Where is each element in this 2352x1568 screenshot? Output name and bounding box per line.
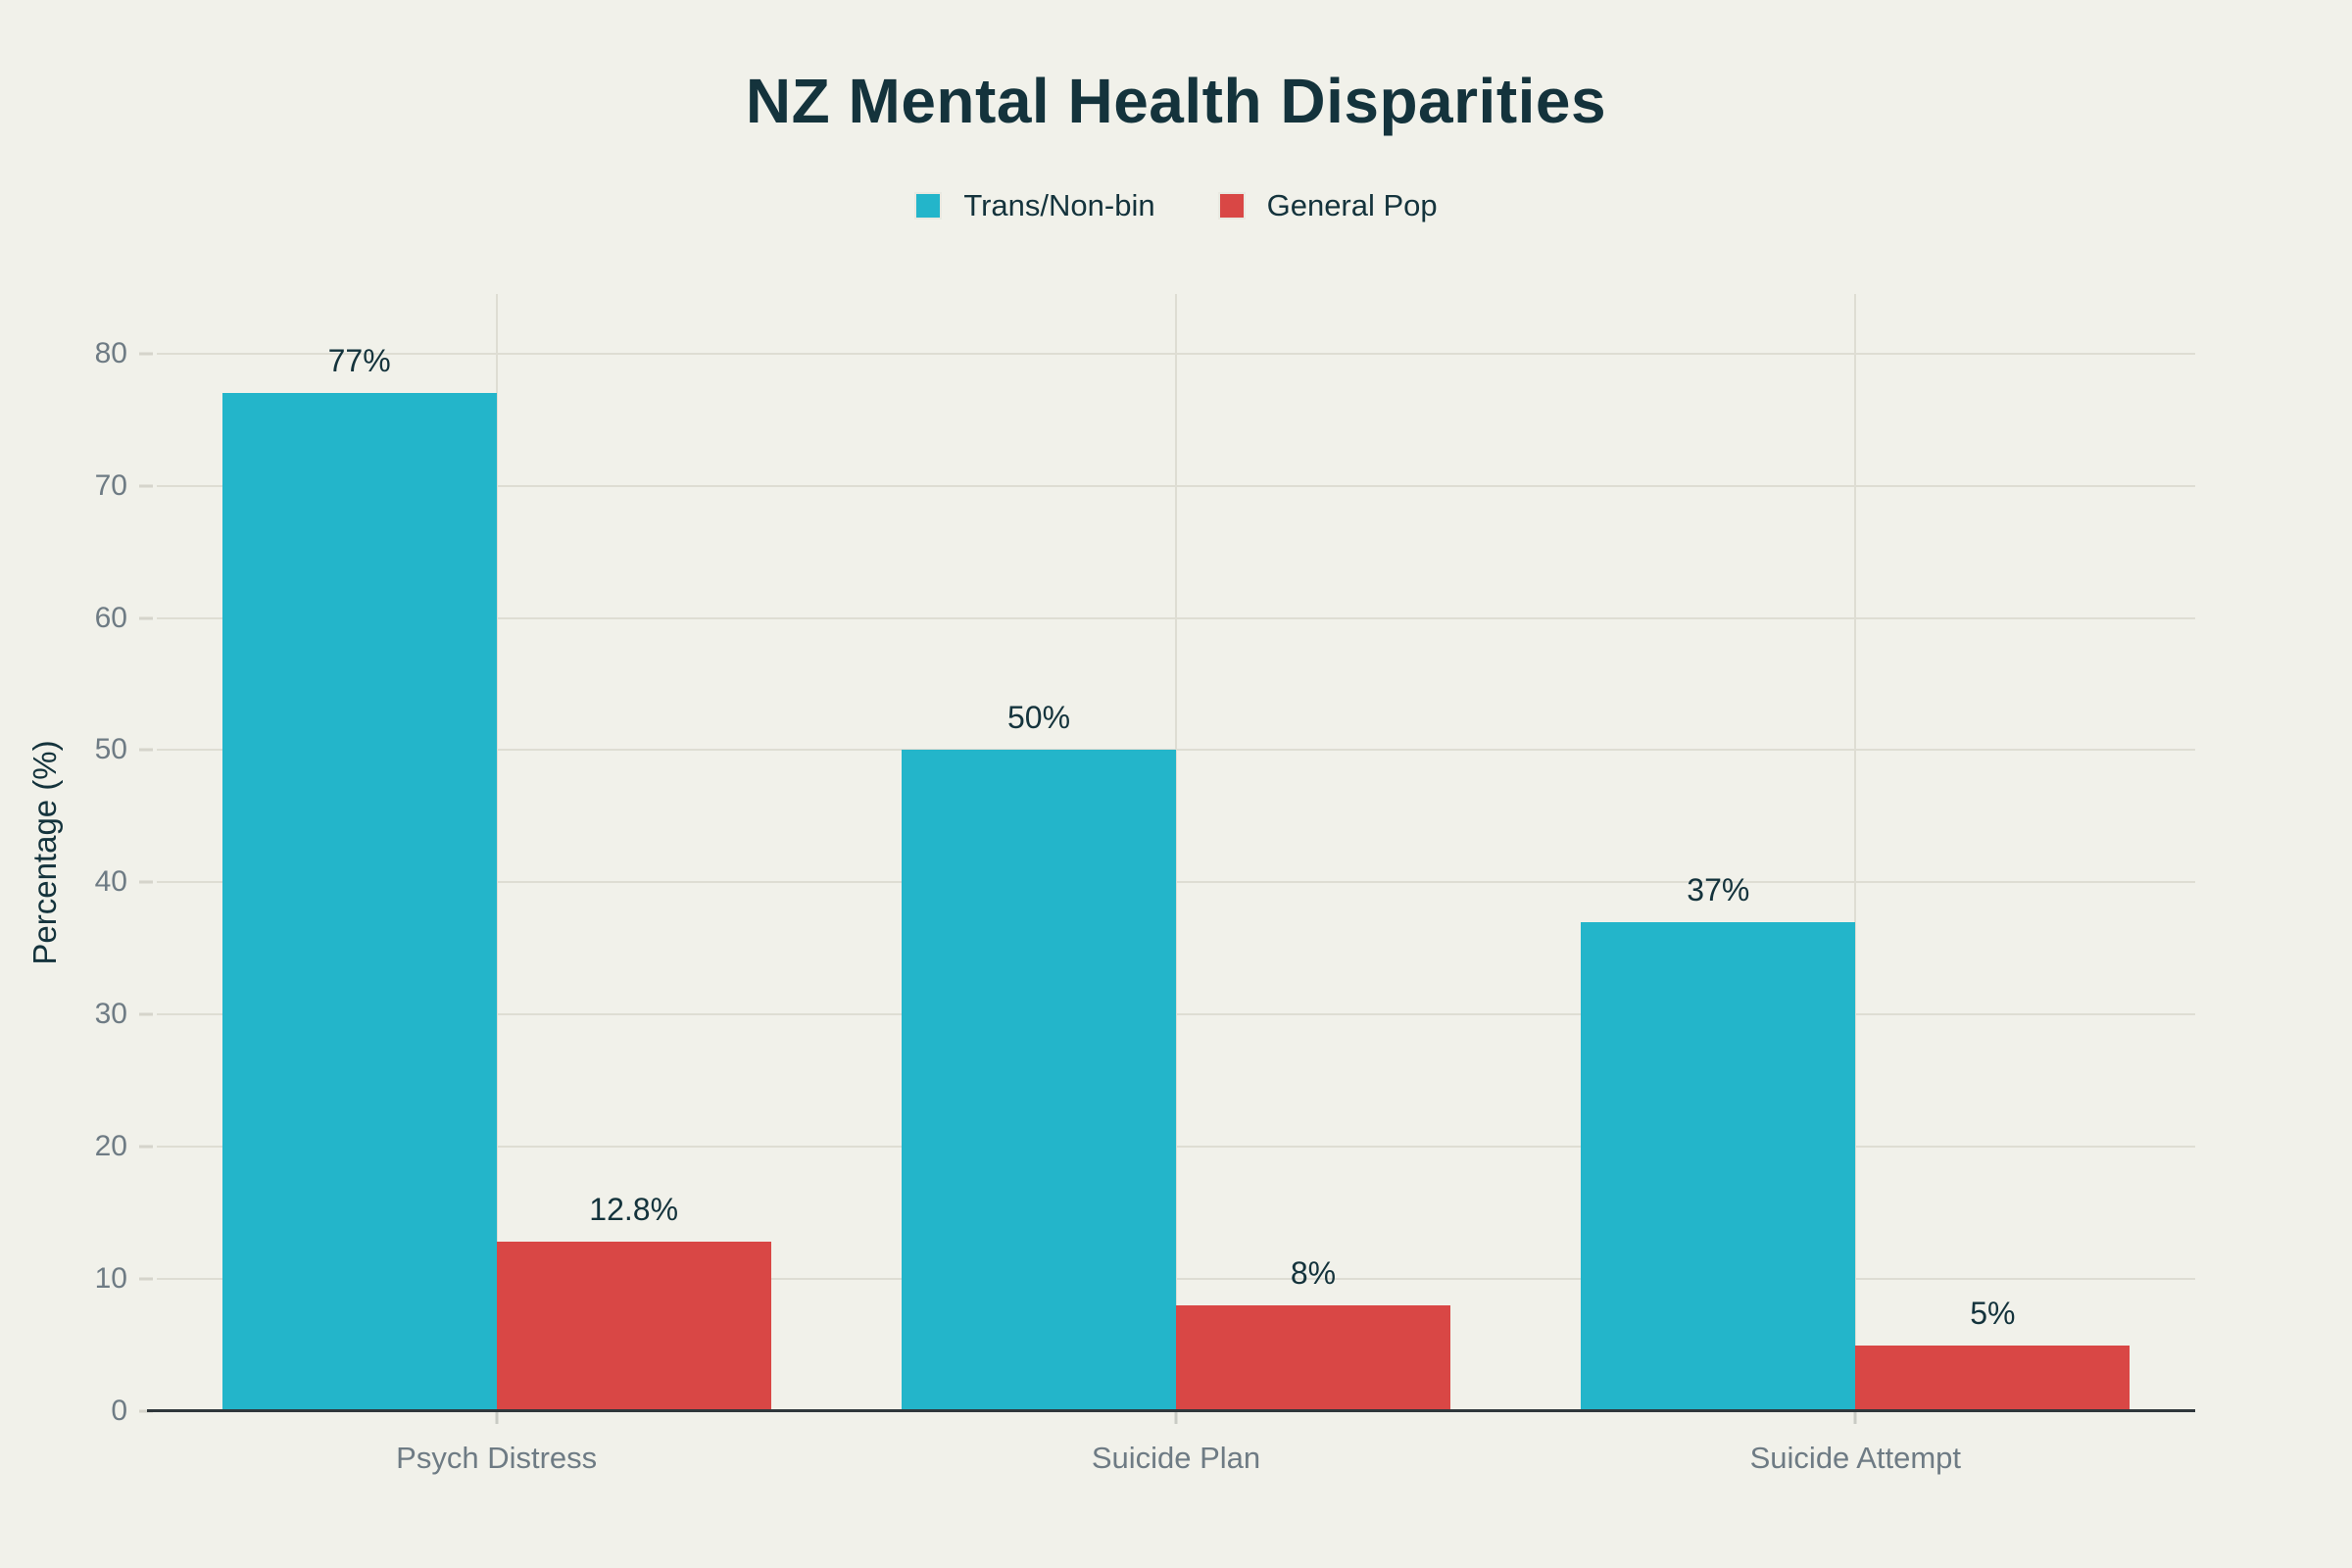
y-tick-label: 40	[94, 865, 127, 899]
bar-trans-non-bin-psych-distress	[221, 393, 497, 1411]
y-tick-label: 60	[94, 601, 127, 634]
legend-item-general-pop[interactable]: General Pop	[1217, 188, 1438, 223]
x-gridline-psych-distress	[495, 294, 498, 1411]
bar-trans-non-bin-suicide-attempt	[1581, 921, 1856, 1411]
y-gridline-20	[157, 1146, 2195, 1149]
y-gridline-50	[157, 749, 2195, 752]
y-tick-label: 10	[94, 1262, 127, 1296]
y-tick-label: 50	[94, 733, 127, 766]
bar-value-label: 8%	[1290, 1255, 1337, 1292]
y-tick-mark	[139, 616, 153, 620]
bar-value-label: 37%	[1687, 871, 1750, 907]
legend: Trans/Non-bin General Pop	[0, 188, 2352, 223]
y-gridline-40	[157, 881, 2195, 884]
x-tick-mark	[1853, 1411, 1857, 1424]
y-gridline-30	[157, 1013, 2195, 1016]
bar-general-pop-suicide-attempt	[1855, 1345, 2131, 1411]
legend-item-trans-non-bin[interactable]: Trans/Non-bin	[914, 188, 1155, 223]
y-tick-label: 80	[94, 336, 127, 369]
plot-area: 0 10 20 30 40 50 60 70 80 77% 50% 37% 12.8% 8% 5% Psych…	[95, 294, 2195, 1475]
bar-trans-non-bin-suicide-plan	[902, 750, 1176, 1411]
x-tick-mark	[1174, 1411, 1178, 1424]
x-tick-label-psych-distress: Psych Distress	[396, 1441, 598, 1475]
y-gridline-70	[157, 484, 2195, 487]
legend-label: Trans/Non-bin	[963, 188, 1155, 222]
y-tick-mark	[139, 484, 153, 488]
y-tick-label: 0	[111, 1395, 127, 1427]
y-axis-title: Percentage (%)	[26, 740, 63, 965]
y-tick-mark	[139, 1409, 153, 1413]
y-tick-label: 20	[94, 1130, 127, 1163]
y-tick-label: 70	[94, 468, 127, 502]
y-gridline-80	[157, 352, 2195, 355]
x-tick-label-suicide-plan: Suicide Plan	[1091, 1441, 1261, 1475]
y-tick-mark	[139, 880, 153, 884]
x-gridline-suicide-plan	[1175, 294, 1177, 1411]
legend-swatch	[914, 192, 943, 220]
legend-swatch	[1217, 192, 1246, 220]
y-tick-mark	[139, 1145, 153, 1149]
bar-value-label: 50%	[1006, 700, 1071, 736]
bar-value-label: 12.8%	[589, 1192, 679, 1228]
bar-general-pop-suicide-plan	[1176, 1305, 1450, 1411]
y-tick-mark	[139, 748, 153, 752]
y-gridline-60	[157, 616, 2195, 619]
y-gridline-10	[157, 1278, 2195, 1281]
y-tick-mark	[139, 352, 153, 356]
bar-general-pop-psych-distress	[496, 1242, 771, 1411]
y-tick-label: 30	[94, 998, 127, 1031]
x-tick-label-suicide-attempt: Suicide Attempt	[1749, 1441, 1962, 1475]
x-tick-mark	[495, 1411, 499, 1424]
bar-value-label: 77%	[327, 343, 391, 379]
y-tick-mark	[139, 1012, 153, 1016]
x-axis-line	[147, 1409, 2195, 1412]
bar-value-label: 5%	[1970, 1295, 2016, 1331]
legend-label: General Pop	[1266, 188, 1438, 222]
y-tick-mark	[139, 1277, 153, 1281]
x-gridline-suicide-attempt	[1854, 294, 1857, 1411]
chart-title: NZ Mental Health Disparities	[745, 66, 1607, 136]
